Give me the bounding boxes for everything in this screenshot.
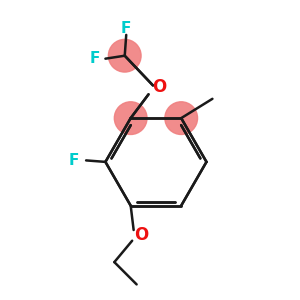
Text: F: F — [90, 51, 100, 66]
Text: F: F — [69, 153, 80, 168]
Circle shape — [114, 102, 147, 134]
Text: O: O — [152, 78, 166, 96]
Text: O: O — [134, 226, 148, 244]
Circle shape — [165, 102, 198, 134]
Text: F: F — [121, 21, 131, 36]
Circle shape — [108, 39, 141, 72]
